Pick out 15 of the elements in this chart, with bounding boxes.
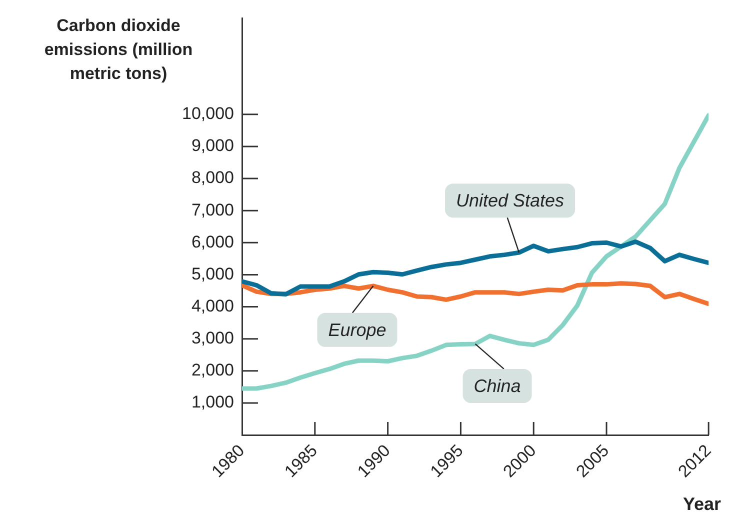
x-axis-title: Year — [682, 494, 721, 515]
y-tick-label: 10,000 — [182, 104, 234, 124]
series-label: China — [474, 376, 521, 396]
y-tick-label: 2,000 — [191, 360, 234, 380]
y-tick-label: 1,000 — [191, 392, 234, 412]
y-tick-label: 4,000 — [191, 296, 234, 316]
y-tick-label: 9,000 — [191, 136, 234, 156]
y-tick-label: 7,000 — [191, 200, 234, 220]
series-label: Europe — [328, 320, 386, 340]
text: United States — [456, 190, 564, 211]
y-tick-label: 5,000 — [191, 264, 234, 284]
y-axis-title: Carbon dioxide emissions (million metric tons) — [43, 15, 194, 85]
y-tick-label: 3,000 — [191, 328, 234, 348]
y-tick-label: 8,000 — [191, 168, 234, 188]
y-tick-label: 6,000 — [191, 232, 234, 252]
